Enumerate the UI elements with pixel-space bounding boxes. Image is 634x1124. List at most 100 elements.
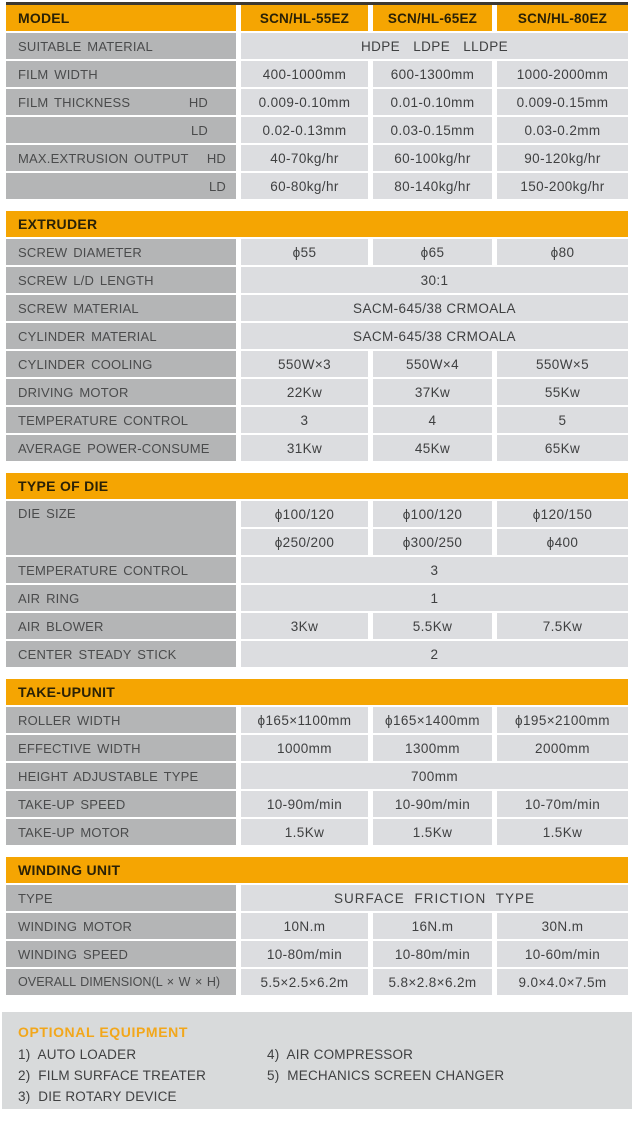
row-label: ROLLER WIDTH [6, 707, 236, 733]
cell-value: 550W×4 [373, 351, 492, 377]
cell-value-span: HDPE LDPE LLDPE [241, 33, 628, 59]
cell-value-span: 700mm [241, 763, 628, 789]
cell-value: 16N.m [373, 913, 492, 939]
cell-value: 10-90m/min [373, 791, 492, 817]
cell-value: 0.01-0.10mm [373, 89, 492, 115]
table-row-driving-motor: DRIVING MOTOR 22Kw 37Kw 55Kw [6, 379, 628, 405]
table-row-air-blower: AIR BLOWER 3Kw 5.5Kw 7.5Kw [6, 613, 628, 639]
table-row-die-temperature-control: TEMPERATURE CONTROL 3 [6, 557, 628, 583]
model-header-label: MODEL [6, 5, 236, 31]
cell-value: 10-80m/min [241, 941, 368, 967]
table-row-take-up-speed: TAKE-UP SPEED 10-90m/min 10-90m/min 10-7… [6, 791, 628, 817]
cell-value: 1.5Kw [373, 819, 492, 845]
cell-value: 90-120kg/hr [497, 145, 628, 171]
cell-value: 30N.m [497, 913, 628, 939]
model-column-header-65ez: SCN/HL-65EZ [373, 5, 492, 31]
table-row-overall-dimension: OVERALL DIMENSION(L × W × H) 5.5×2.5×6.2… [6, 969, 628, 995]
row-label: DIE SIZE [6, 501, 236, 555]
row-label: CYLINDER MATERIAL [6, 323, 236, 349]
cell-value: ϕ165×1100mm [241, 707, 368, 733]
row-sublabel-ld: LD [208, 178, 226, 194]
table-row-film-thickness-ld: LD 0.02-0.13mm 0.03-0.15mm 0.03-0.2mm [6, 117, 628, 143]
cell-value: 40-70kg/hr [241, 145, 368, 171]
table-row-screw-diameter: SCREW DIAMETER ϕ55 ϕ65 ϕ80 [6, 239, 628, 265]
table-row-cylinder-cooling: CYLINDER COOLING 550W×3 550W×4 550W×5 [6, 351, 628, 377]
cell-value: ϕ250/200 [241, 529, 368, 555]
table-row-winding-motor: WINDING MOTOR 10N.m 16N.m 30N.m [6, 913, 628, 939]
optional-equipment-right-column: 4) AIR COMPRESSOR 5) MECHANICS SCREEN CH… [267, 1044, 504, 1107]
section-header-winding-unit: WINDING UNIT [6, 857, 628, 883]
cell-value: 65Kw [497, 435, 628, 461]
cell-value: 2000mm [497, 735, 628, 761]
row-label: SUITABLE MATERIAL [6, 33, 236, 59]
table-row-suitable-material: SUITABLE MATERIAL HDPE LDPE LLDPE [6, 33, 628, 59]
optional-equipment-columns: 1) AUTO LOADER 2) FILM SURFACE TREATER 3… [18, 1044, 632, 1107]
row-label: TEMPERATURE CONTROL [6, 407, 236, 433]
cell-value: 9.0×4.0×7.5m [497, 969, 628, 995]
model-table: MODEL SCN/HL-55EZ SCN/HL-65EZ SCN/HL-80E… [6, 5, 628, 199]
cell-value: ϕ120/150 [497, 501, 628, 527]
cell-value: 10-80m/min [373, 941, 492, 967]
cell-value: 0.03-0.2mm [497, 117, 628, 143]
cell-value: 1000-2000mm [497, 61, 628, 87]
table-row-height-adjustable-type: HEIGHT ADJUSTABLE TYPE 700mm [6, 763, 628, 789]
table-row-max-extrusion-output-hd: MAX.EXTRUSION OUTPUT HD 40-70kg/hr 60-10… [6, 145, 628, 171]
cell-value: ϕ195×2100mm [497, 707, 628, 733]
table-row-screw-material: SCREW MATERIAL SACM-645/38 CRMOALA [6, 295, 628, 321]
cell-value: 5.5Kw [373, 613, 492, 639]
cell-value: 5.8×2.8×6.2m [373, 969, 492, 995]
cell-value: 3 [241, 407, 368, 433]
row-label: HEIGHT ADJUSTABLE TYPE [6, 763, 236, 789]
cell-value: 10-90m/min [241, 791, 368, 817]
section-header-type-of-die: TYPE OF DIE [6, 473, 628, 499]
cell-value-span: 2 [241, 641, 628, 667]
optional-equipment-panel: OPTIONAL EQUIPMENT 1) AUTO LOADER 2) FIL… [2, 1012, 632, 1109]
table-row-die-size: DIE SIZE ϕ100/120 ϕ100/120 ϕ120/150 ϕ250… [6, 501, 628, 555]
row-label: TAKE-UP SPEED [6, 791, 236, 817]
cell-value: 0.03-0.15mm [373, 117, 492, 143]
cell-value: 22Kw [241, 379, 368, 405]
cell-value: 10-70m/min [497, 791, 628, 817]
row-label: EFFECTIVE WIDTH [6, 735, 236, 761]
table-row-film-width: FILM WIDTH 400-1000mm 600-1300mm 1000-20… [6, 61, 628, 87]
cell-value-span: 1 [241, 585, 628, 611]
cell-value-span: 3 [241, 557, 628, 583]
cell-value: ϕ300/250 [373, 529, 492, 555]
table-row-center-steady-stick: CENTER STEADY STICK 2 [6, 641, 628, 667]
type-of-die-table: TYPE OF DIE DIE SIZE ϕ100/120 ϕ100/120 ϕ… [6, 473, 628, 667]
section-header-take-up-unit: TAKE-UPUNIT [6, 679, 628, 705]
cell-value: 0.02-0.13mm [241, 117, 368, 143]
row-label: AIR RING [6, 585, 236, 611]
optional-equipment-left-column: 1) AUTO LOADER 2) FILM SURFACE TREATER 3… [18, 1044, 267, 1107]
cell-value: ϕ100/120 [373, 501, 492, 527]
row-label: TEMPERATURE CONTROL [6, 557, 236, 583]
section-header-extruder: EXTRUDER [6, 211, 628, 237]
row-label: SCREW DIAMETER [6, 239, 236, 265]
cell-value: 5.5×2.5×6.2m [241, 969, 368, 995]
cell-value: 150-200kg/hr [497, 173, 628, 199]
cell-value: 3Kw [241, 613, 368, 639]
cell-value: 55Kw [497, 379, 628, 405]
cell-value: ϕ100/120 [241, 501, 368, 527]
cell-value: 60-100kg/hr [373, 145, 492, 171]
row-sublabel-hd: HD [206, 150, 226, 166]
table-row-effective-width: EFFECTIVE WIDTH 1000mm 1300mm 2000mm [6, 735, 628, 761]
cell-value: ϕ400 [497, 529, 628, 555]
cell-value: 600-1300mm [373, 61, 492, 87]
cell-value: 1.5Kw [241, 819, 368, 845]
cell-value: ϕ80 [497, 239, 628, 265]
cell-value: 31Kw [241, 435, 368, 461]
row-sublabel-hd: HD [188, 94, 208, 110]
top-border-line [6, 2, 628, 5]
row-label: SCREW L/D LENGTH [6, 267, 236, 293]
row-label: CYLINDER COOLING [6, 351, 236, 377]
cell-value: ϕ55 [241, 239, 368, 265]
optional-item-auto-loader: 1) AUTO LOADER [18, 1047, 137, 1062]
cell-value: 4 [373, 407, 492, 433]
row-label: SCREW MATERIAL [6, 295, 236, 321]
cell-value: 60-80kg/hr [241, 173, 368, 199]
optional-item-die-rotary-device: 3) DIE ROTARY DEVICE [18, 1089, 177, 1104]
row-label: AIR BLOWER [6, 613, 236, 639]
table-row-winding-speed: WINDING SPEED 10-80m/min 10-80m/min 10-6… [6, 941, 628, 967]
